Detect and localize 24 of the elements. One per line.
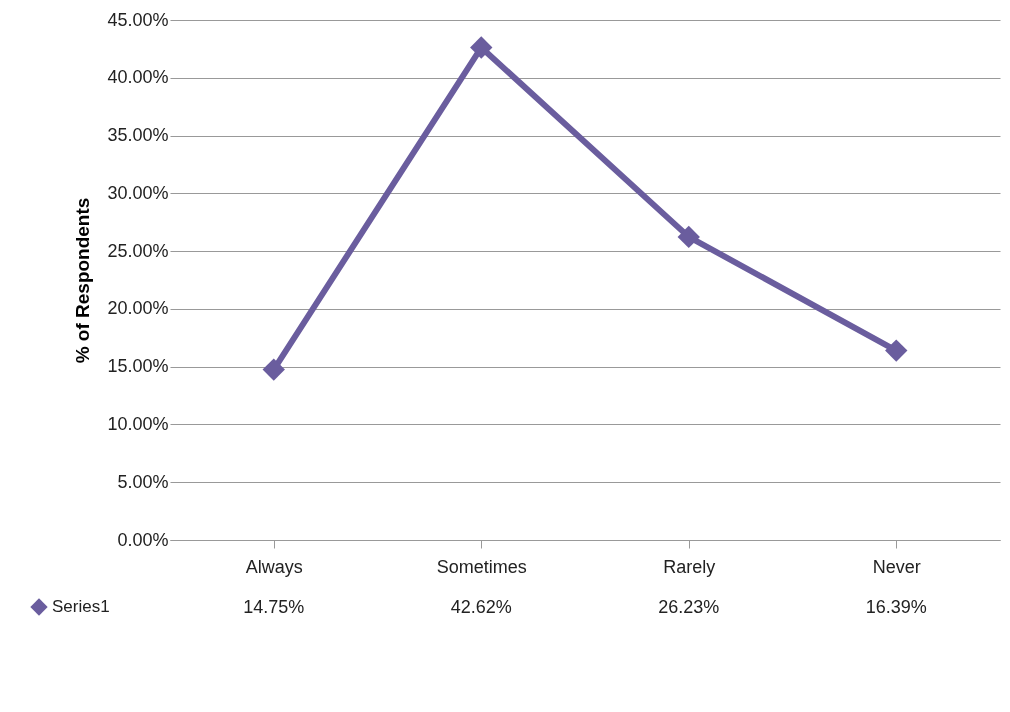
data-label: 14.75% xyxy=(243,597,305,617)
y-tick-label: 10.00% xyxy=(107,413,169,434)
y-tick-label: 5.00% xyxy=(117,471,169,492)
y-tick-label: 30.00% xyxy=(107,182,169,203)
y-tick-label: 45.00% xyxy=(107,9,169,30)
y-axis-title: % of Respondents xyxy=(72,197,94,364)
point xyxy=(885,339,908,362)
x-tick-label: Sometimes xyxy=(436,556,527,577)
legend-label: Series1 xyxy=(52,597,110,616)
y-tick-label: 25.00% xyxy=(107,240,169,261)
x-tick-label: Rarely xyxy=(663,556,716,577)
y-tick-label: 40.00% xyxy=(107,67,169,88)
y-tick-label: 20.00% xyxy=(107,298,169,319)
x-tick-label: Never xyxy=(872,556,921,577)
data-label: 16.39% xyxy=(865,597,927,617)
point xyxy=(262,358,285,381)
data-label: 26.23% xyxy=(658,597,720,617)
point xyxy=(470,36,493,59)
x-tick-label: Always xyxy=(245,556,303,577)
point xyxy=(677,225,700,249)
data-label: 42.62% xyxy=(450,597,512,617)
y-tick-label: 0.00% xyxy=(117,529,169,550)
y-tick-label: 15.00% xyxy=(107,356,169,377)
y-tick-label: 35.00% xyxy=(107,125,169,146)
